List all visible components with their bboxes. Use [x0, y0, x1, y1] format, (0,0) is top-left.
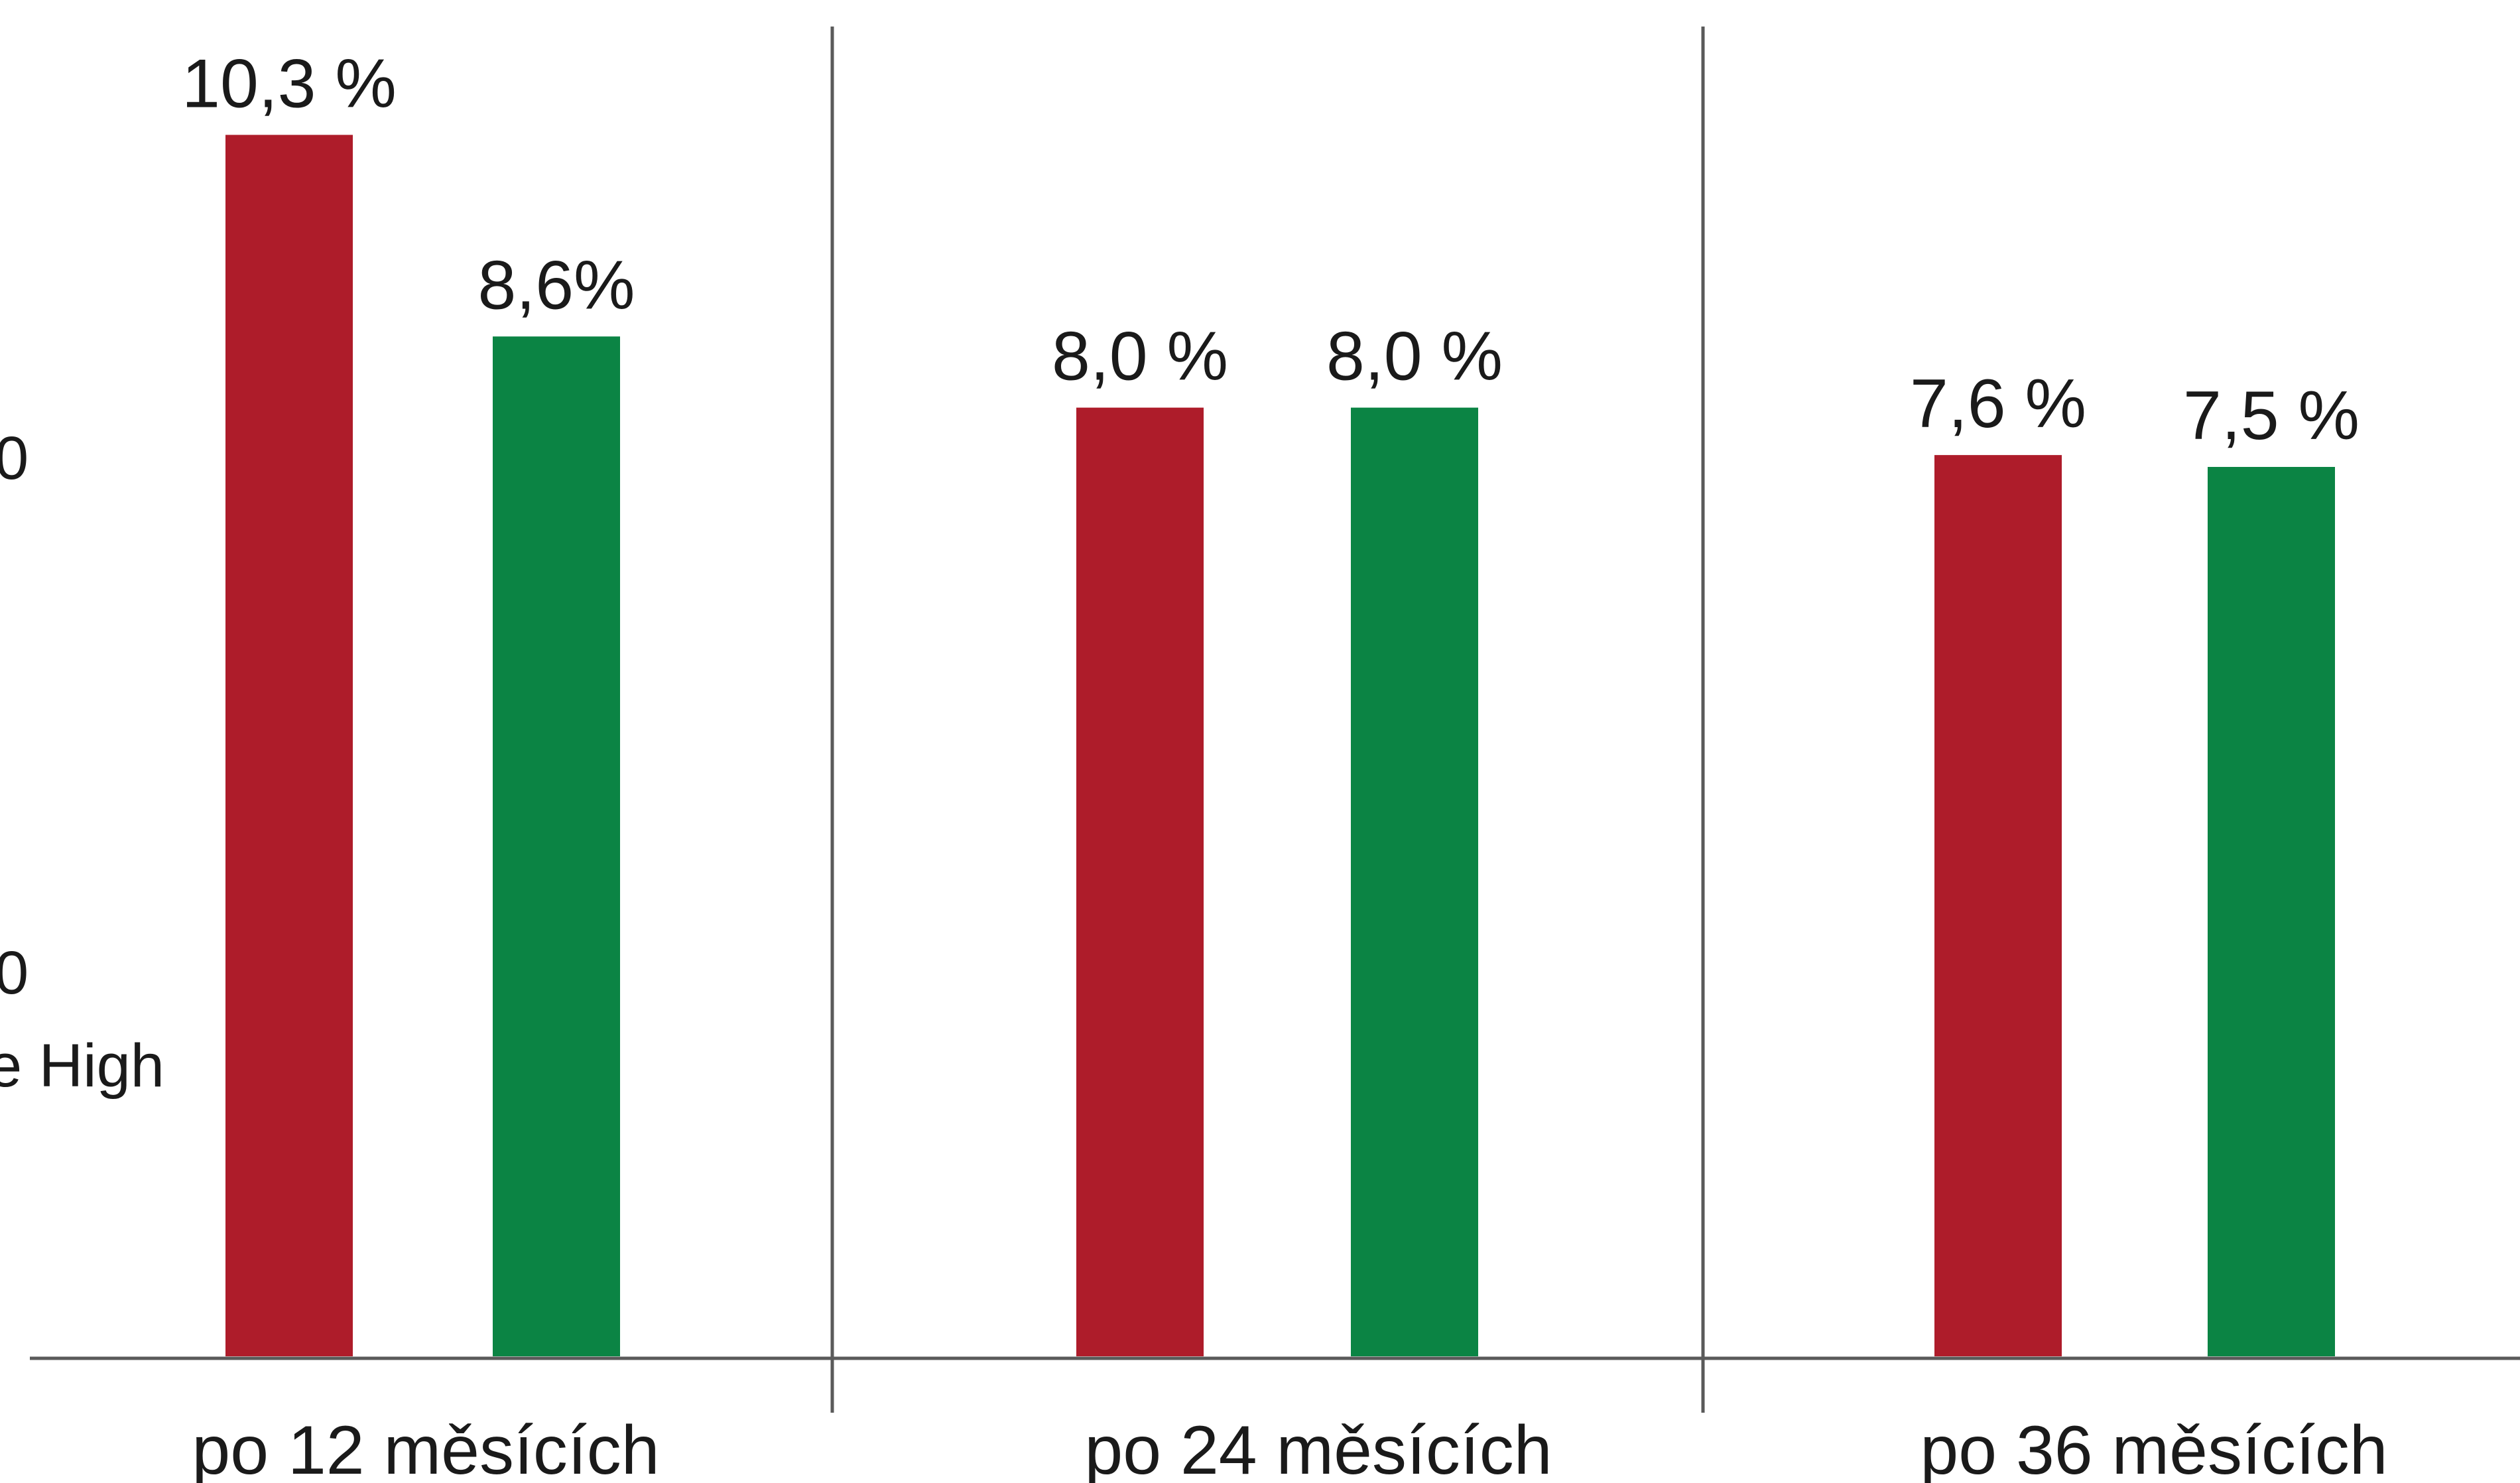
value-label-series-1-3: 7,6 %: [1910, 365, 2086, 442]
value-label-series-1-1: 10,3 %: [182, 45, 397, 122]
labels-layer: 10,3 % 8,0 % 7,6 % 8,6% 8,0 % 7,5 %: [182, 45, 2360, 454]
bar-series-2-3: [2208, 467, 2335, 1356]
value-label-series-2-3: 7,5 %: [2183, 377, 2360, 454]
category-label-1: po 12 měsících: [192, 1412, 659, 1483]
bar-series-1-3: [1934, 455, 2062, 1356]
bar-series-2-1: [493, 336, 620, 1356]
value-label-series-1-2: 8,0 %: [1052, 318, 1228, 395]
side-label-1: 0: [0, 424, 29, 492]
value-label-series-2-1: 8,6%: [477, 247, 635, 324]
bar-series-2-2: [1351, 407, 1478, 1356]
side-label-2: 0: [0, 939, 29, 1007]
bar-series-1-2: [1076, 407, 1204, 1356]
value-label-series-2-2: 8,0 %: [1326, 318, 1503, 395]
bar-series-1-1: [225, 135, 353, 1357]
side-label-3: e High: [0, 1032, 164, 1100]
category-label-3: po 36 měsících: [1920, 1412, 2387, 1483]
category-label-2: po 24 měsících: [1084, 1412, 1552, 1483]
bars-layer: [225, 135, 2335, 1357]
